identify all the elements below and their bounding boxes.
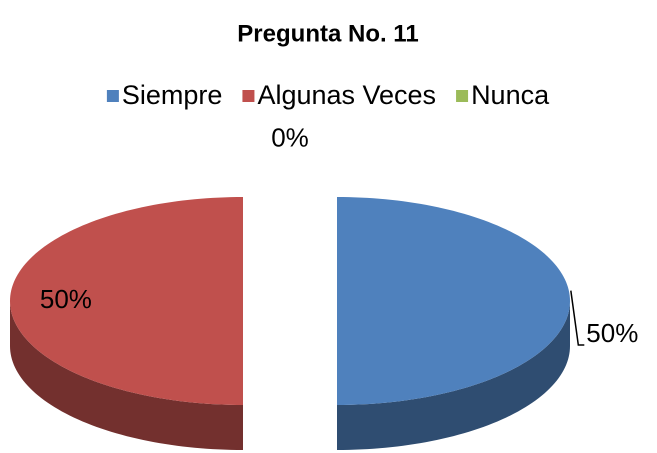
- slice: [337, 197, 570, 450]
- legend-label: Nunca: [471, 80, 550, 110]
- legend-swatch: [106, 90, 119, 102]
- slice: [10, 197, 243, 450]
- slice-top: [337, 197, 570, 405]
- data-label: 50%: [40, 284, 92, 314]
- slice-side: [10, 301, 243, 450]
- leader-line: [570, 290, 585, 346]
- legend-label: Algunas Veces: [257, 80, 436, 110]
- chart-title: Pregunta No. 11: [237, 20, 418, 47]
- slice-side: [337, 301, 570, 450]
- data-label: 0%: [271, 122, 309, 152]
- slice-top: [10, 197, 243, 405]
- legend-label: Siempre: [122, 80, 223, 110]
- legend-swatch: [456, 90, 469, 102]
- data-label: 50%: [586, 318, 638, 348]
- legend: Siempre Algunas Veces Nunca: [106, 80, 550, 110]
- legend-swatch: [242, 90, 255, 102]
